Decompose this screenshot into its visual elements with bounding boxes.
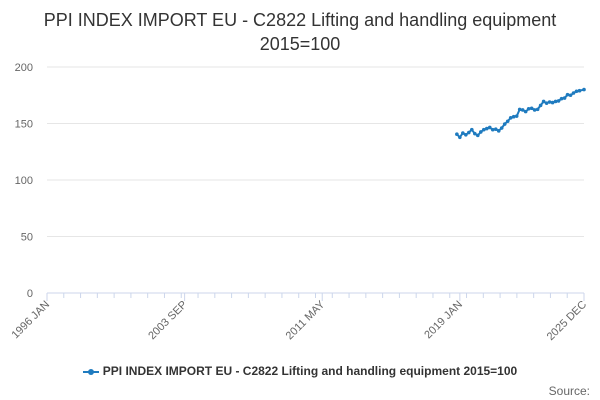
y-tick-label: 50 — [21, 232, 33, 244]
data-point[interactable] — [550, 100, 555, 105]
data-point[interactable] — [496, 129, 501, 133]
data-point[interactable] — [526, 107, 531, 111]
data-point[interactable] — [511, 114, 516, 119]
data-point[interactable] — [502, 122, 507, 126]
y-tick-label: 0 — [27, 288, 33, 300]
x-tick-label: 1996 JAN — [9, 299, 52, 342]
x-tick-label: 2003 SEP — [146, 299, 190, 343]
data-point[interactable] — [568, 93, 573, 98]
data-point[interactable] — [499, 126, 504, 130]
chart-title: PPI INDEX IMPORT EU - C2822 Lifting and … — [43, 10, 557, 54]
data-point[interactable] — [481, 127, 486, 132]
data-point[interactable] — [532, 108, 537, 112]
x-tick-label: 2019 JAN — [422, 299, 465, 342]
data-point[interactable] — [487, 125, 492, 130]
data-point[interactable] — [538, 103, 543, 108]
y-tick-label: 150 — [15, 119, 33, 131]
legend-item-label: PPI INDEX IMPORT EU - C2822 Lifting and … — [102, 364, 518, 378]
legend-line-marker-icon — [82, 367, 99, 377]
data-point[interactable] — [467, 130, 471, 135]
data-point[interactable] — [547, 100, 552, 104]
data-point[interactable] — [556, 99, 561, 103]
data-point[interactable] — [484, 126, 489, 131]
chart-legend[interactable]: PPI INDEX IMPORT EU - C2822 Lifting and … — [0, 364, 600, 378]
data-point[interactable] — [493, 127, 498, 131]
data-point[interactable] — [565, 92, 570, 97]
data-point[interactable] — [582, 87, 586, 92]
data-point[interactable] — [523, 109, 528, 114]
data-point[interactable] — [473, 131, 477, 136]
data-point[interactable] — [514, 114, 519, 118]
data-point[interactable] — [553, 99, 558, 104]
data-point[interactable] — [478, 130, 483, 134]
y-tick-label: 200 — [15, 62, 33, 74]
data-point[interactable] — [535, 107, 540, 112]
data-point[interactable] — [470, 127, 474, 132]
data-point[interactable] — [490, 127, 495, 132]
data-point[interactable] — [562, 96, 567, 100]
data-point[interactable] — [559, 96, 564, 101]
data-point[interactable] — [464, 133, 468, 137]
data-point[interactable] — [544, 101, 549, 105]
x-tick-label: 2025 DEC — [545, 299, 589, 343]
data-point[interactable] — [577, 88, 582, 93]
data-point[interactable] — [505, 119, 510, 124]
data-point[interactable] — [458, 135, 462, 140]
data-point[interactable] — [508, 116, 513, 120]
data-point[interactable] — [455, 132, 459, 137]
data-point[interactable] — [574, 89, 579, 94]
source-credit[interactable]: Source: — [548, 384, 590, 398]
data-point[interactable] — [529, 106, 534, 111]
data-point[interactable] — [475, 133, 480, 138]
data-point[interactable] — [461, 131, 465, 135]
data-point[interactable] — [541, 99, 546, 104]
data-point[interactable] — [571, 91, 576, 95]
data-point[interactable] — [517, 107, 522, 112]
x-tick-label: 2011 MAY — [284, 298, 328, 342]
data-point[interactable] — [520, 108, 525, 112]
y-tick-label: 100 — [15, 175, 33, 187]
